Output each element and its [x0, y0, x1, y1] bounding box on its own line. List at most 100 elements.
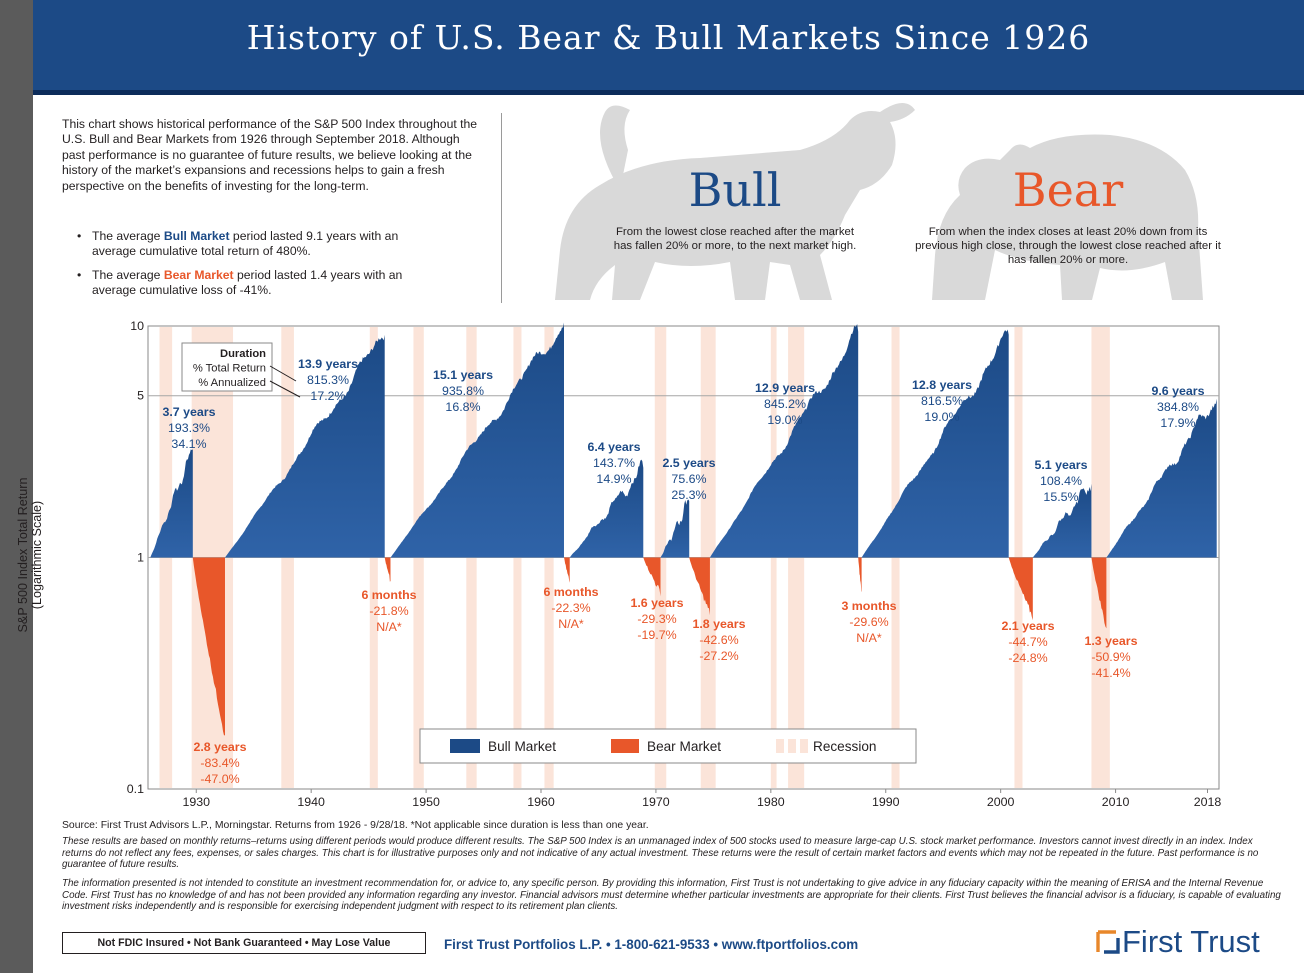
label-key-line: % Total Return	[193, 363, 266, 375]
bear-total-return-label: -50.9%	[1091, 650, 1130, 664]
bull-market-area	[660, 499, 690, 558]
label-key-pointer	[269, 380, 301, 398]
label-key-line: % Annualized	[198, 377, 266, 389]
bull-market-area	[861, 329, 1009, 558]
bull-heading: Bull	[688, 163, 782, 217]
bull-annualized-label: 34.1%	[171, 437, 206, 451]
bear-annualized-label: -24.8%	[1008, 651, 1047, 665]
bear-duration-label: 1.3 years	[1084, 634, 1137, 648]
bull-duration-label: 15.1 years	[433, 368, 493, 382]
intro-divider	[501, 113, 502, 303]
bull-market-area	[224, 334, 385, 558]
bear-annualized-label: N/A*	[856, 631, 882, 645]
x-tick-label: 1940	[297, 795, 325, 809]
bear-duration-label: 1.6 years	[630, 596, 683, 610]
bullet-bear-post: period lasted 1.4 years with an average …	[92, 268, 403, 298]
bull-duration-label: 6.4 years	[587, 440, 640, 454]
left-border-strip	[0, 0, 33, 973]
y-tick-label: 10	[130, 319, 144, 333]
bear-total-return-label: -21.8%	[369, 604, 408, 618]
intro-paragraph: This chart shows historical performance …	[62, 117, 478, 193]
x-tick-label: 1950	[412, 795, 440, 809]
bull-total-return-label: 816.5%	[921, 394, 963, 408]
bull-duration-label: 12.8 years	[912, 378, 972, 392]
bull-annualized-label: 25.3%	[671, 488, 706, 502]
bullet-bear-pre: The average	[92, 268, 164, 282]
bullet-bull-term: Bull Market	[163, 229, 230, 243]
bull-annualized-label: 17.9%	[1160, 416, 1195, 430]
y-tick-label: 5	[137, 389, 144, 403]
bull-market-area	[150, 449, 193, 558]
bear-market-area	[1091, 557, 1107, 629]
bear-total-return-label: -44.7%	[1008, 635, 1047, 649]
label-key-pointer	[269, 365, 297, 382]
legend-label-bull: Bull Market	[488, 739, 556, 754]
x-tick-label: 1990	[872, 795, 900, 809]
bear-total-return-label: -29.3%	[637, 612, 676, 626]
y-tick-label: 0.1	[127, 782, 144, 796]
disclaimer-returns: These results are based on monthly retur…	[62, 836, 1259, 870]
bear-market-area	[643, 557, 661, 597]
x-tick-label: 1980	[757, 795, 785, 809]
bear-annualized-label: -27.2%	[699, 649, 738, 663]
bull-market-area	[390, 322, 564, 558]
bull-annualized-label: 19.0%	[767, 413, 802, 427]
bullet-bull-post: period lasted 9.1 years with an average …	[92, 229, 399, 259]
bull-definition: From the lowest close reached after the …	[613, 226, 857, 253]
bear-market-area	[192, 557, 225, 736]
contact-line: First Trust Portfolios L.P. • 1-800-621-…	[444, 937, 859, 952]
label-key-line: Duration	[220, 348, 266, 360]
bullet-bear-term: Bear Market	[163, 268, 234, 282]
bull-annualized-label: 15.5%	[1043, 490, 1078, 504]
label-key-box	[181, 342, 273, 392]
fdic-notice: Not FDIC Insured • Not Bank Guaranteed •…	[62, 932, 426, 954]
bull-annualized-label: 19.0%	[924, 410, 959, 424]
bull-duration-label: 13.9 years	[298, 357, 358, 371]
bear-duration-label: 6 months	[361, 588, 416, 602]
x-tick-label: 2018	[1194, 795, 1222, 809]
bear-heading: Bear	[1012, 163, 1124, 217]
page-title: History of U.S. Bear & Bull Markets Sinc…	[246, 18, 1091, 57]
bull-annualized-label: 16.8%	[445, 400, 480, 414]
bull-market-area	[709, 324, 859, 558]
bull-market-area	[569, 459, 644, 558]
bull-total-return-label: 108.4%	[1040, 474, 1082, 488]
bullet-bull-pre: The average	[92, 229, 164, 243]
bear-market-area	[858, 557, 862, 592]
bull-total-return-label: 384.8%	[1157, 400, 1199, 414]
bear-duration-label: 2.1 years	[1001, 619, 1054, 633]
bull-duration-label: 5.1 years	[1034, 458, 1087, 472]
bull-total-return-label: 75.6%	[671, 472, 706, 486]
bear-duration-label: 2.8 years	[193, 740, 246, 754]
bull-annualized-label: 17.2%	[310, 389, 345, 403]
bear-annualized-label: -47.0%	[200, 772, 239, 786]
bull-total-return-label: 845.2%	[764, 397, 806, 411]
source-note: Source: First Trust Advisors L.P., Morni…	[62, 820, 649, 831]
legend-swatch-bear	[611, 739, 639, 753]
bull-duration-label: 3.7 years	[162, 405, 215, 419]
bull-total-return-label: 193.3%	[168, 421, 210, 435]
bear-duration-label: 6 months	[543, 585, 598, 599]
chart-legend	[419, 728, 917, 764]
legend-label-recession: Recession	[813, 739, 876, 754]
bear-total-return-label: -42.6%	[699, 633, 738, 647]
y-tick-label: 1	[137, 551, 144, 565]
legend-swatch-recession	[788, 739, 796, 753]
bear-total-return-label: -22.3%	[551, 601, 590, 615]
title-banner	[33, 0, 1304, 90]
bear-duration-label: 3 months	[841, 599, 896, 613]
bear-annualized-label: N/A*	[376, 620, 402, 634]
bear-market-area	[689, 557, 710, 616]
x-tick-label: 2000	[987, 795, 1015, 809]
bullet-bear-average: • The average Bear Market period lasted …	[77, 268, 420, 299]
bear-definition: From when the index closes at least 20% …	[915, 226, 1221, 267]
x-tick-label: 2010	[1102, 795, 1130, 809]
x-tick-label: 1930	[182, 795, 210, 809]
legend-swatch-bull	[450, 739, 480, 753]
bullet-dot: •	[77, 229, 82, 243]
disclaimer-advice: The information presented is not intende…	[62, 878, 1281, 912]
bull-annualized-label: 14.9%	[596, 472, 631, 486]
bullet-bull-average: • The average Bull Market period lasted …	[77, 229, 420, 260]
bear-duration-label: 1.8 years	[692, 617, 745, 631]
